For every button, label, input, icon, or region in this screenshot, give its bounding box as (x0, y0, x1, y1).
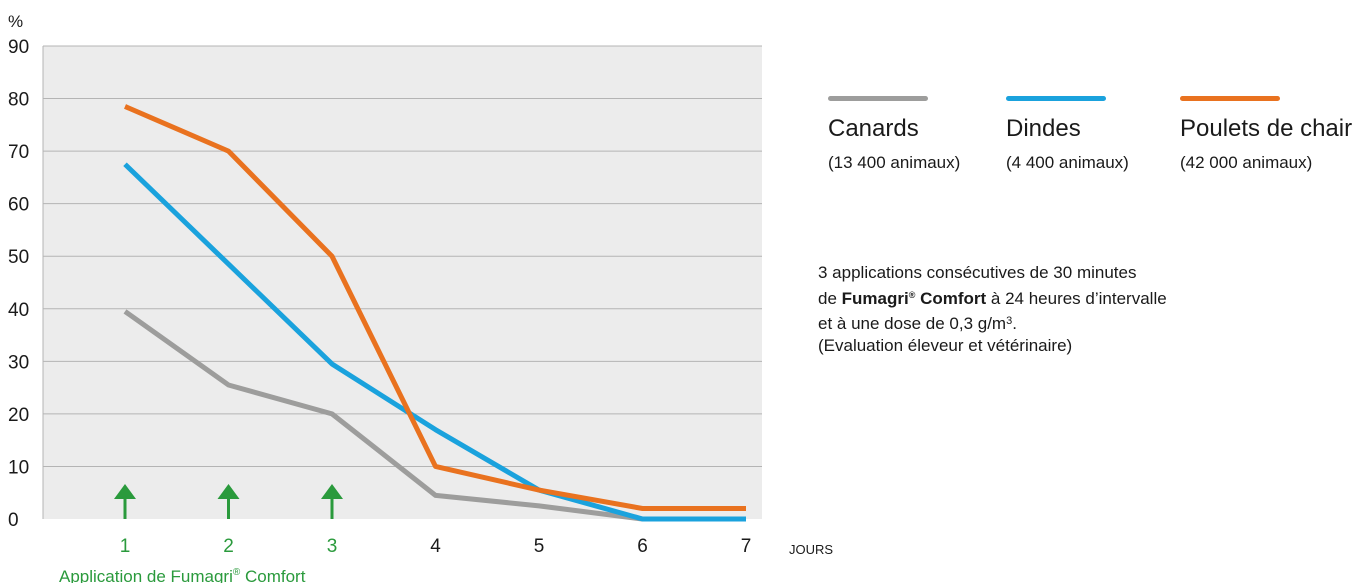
legend-swatch-canards (828, 96, 928, 101)
legend-entry-poulets: Poulets de chair (42 000 animaux) (1180, 96, 1352, 173)
y-tick-label-10: 10 (8, 457, 29, 478)
series-line-poulets (124, 104, 746, 511)
series-line-dindes (123, 162, 746, 522)
x-tick-label-1: 1 (120, 536, 131, 557)
y-tick-label-20: 20 (8, 405, 29, 426)
x-tick-label-6: 6 (637, 536, 648, 557)
x-tick-label-3: 3 (327, 536, 338, 557)
y-tick-label-30: 30 (8, 352, 29, 373)
legend-label-poulets: Poulets de chair (1180, 115, 1353, 142)
y-tick-label-90: 90 (8, 37, 29, 58)
legend-swatch-dindes (1006, 96, 1106, 101)
legend-entry-canards: Canards (13 400 animaux) (828, 96, 960, 173)
protocol-note-line-4: (Evaluation éleveur et vétérinaire) (818, 336, 1073, 355)
application-label: Application de Fumagri® Comfort (59, 567, 306, 583)
legend-count-dindes: (4 400 animaux) (1006, 153, 1129, 172)
legend-label-dindes: Dindes (1006, 115, 1081, 142)
x-axis-label: JOURS (789, 542, 833, 557)
y-tick-label-40: 40 (8, 300, 29, 321)
x-tick-label-7: 7 (741, 536, 752, 557)
protocol-note-line-3: et à une dose de 0,3 g/m3. (818, 314, 1017, 333)
legend-entry-dindes: Dindes (4 400 animaux) (1006, 96, 1129, 173)
legend-swatch-poulets (1180, 96, 1280, 101)
protocol-note-line-1: 3 applications consécutives de 30 minute… (818, 263, 1137, 282)
legend-label-canards: Canards (828, 115, 919, 142)
legend-count-poulets: (42 000 animaux) (1180, 153, 1313, 172)
application-arrow-icon-2 (217, 484, 240, 499)
x-tick-label-5: 5 (534, 536, 545, 557)
x-tick-label-4: 4 (430, 536, 441, 557)
legend-count-canards: (13 400 animaux) (828, 153, 961, 172)
y-tick-label-0: 0 (8, 510, 19, 531)
application-arrow-icon-3 (321, 484, 343, 499)
y-axis-label: % (8, 12, 23, 31)
y-tick-label-50: 50 (8, 247, 29, 268)
x-tick-label-2: 2 (223, 536, 234, 557)
y-tick-label-60: 60 (8, 195, 29, 216)
protocol-note-line-2: de Fumagri® Comfort à 24 heures d’interv… (818, 289, 1167, 308)
protocol-note: 3 applications consécutives de 30 minute… (818, 262, 1298, 357)
application-arrow-icon-1 (114, 484, 136, 499)
y-tick-label-70: 70 (8, 142, 29, 163)
y-tick-label-80: 80 (8, 90, 29, 111)
